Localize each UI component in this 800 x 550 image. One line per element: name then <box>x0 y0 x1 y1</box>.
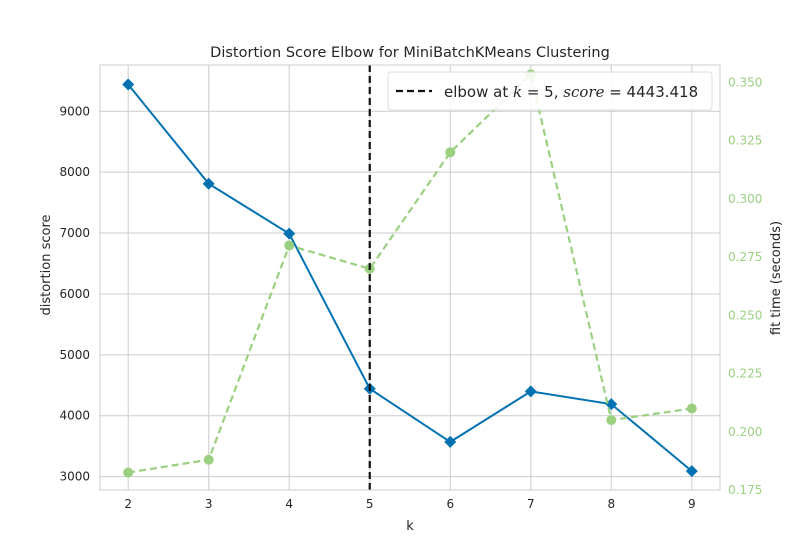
distortion-point <box>122 78 135 91</box>
y-tick-label: 6000 <box>59 287 90 301</box>
x-tick-label: 4 <box>285 497 293 511</box>
y-tick-label: 7000 <box>59 226 90 240</box>
y2-tick-label: 0.175 <box>728 483 762 497</box>
distortion-point <box>202 177 215 190</box>
distortion-point <box>605 398 618 411</box>
gridlines <box>100 65 720 490</box>
x-tick-labels: 2 3 4 5 6 7 8 9 <box>124 497 695 511</box>
y-tick-label: 4000 <box>59 409 90 423</box>
y2-axis-label: fit time (seconds) <box>769 221 784 335</box>
legend-score-value: = 4443.418 <box>604 83 698 101</box>
fit-time-point <box>284 240 295 251</box>
y-tick-label: 5000 <box>59 348 90 362</box>
x-tick-label: 7 <box>527 497 535 511</box>
y-tick-label: 8000 <box>59 165 90 179</box>
y2-tick-label: 0.225 <box>728 367 762 381</box>
x-tick-label: 6 <box>446 497 454 511</box>
x-tick-label: 9 <box>688 497 696 511</box>
legend-box <box>387 71 713 111</box>
distortion-point <box>685 465 698 478</box>
plot-area <box>100 65 720 490</box>
fit-time-point <box>445 147 456 158</box>
x-tick-label: 5 <box>366 497 374 511</box>
distortion-point <box>524 385 537 398</box>
x-axis-label: k <box>406 519 414 534</box>
fit-time-point <box>203 454 214 465</box>
chart-title: Distortion Score Elbow for MiniBatchKMea… <box>210 45 610 61</box>
y-tick-labels: 3000 4000 5000 6000 7000 8000 9000 <box>59 104 90 483</box>
fit-time-point <box>686 403 697 414</box>
legend-k-value: = 5, <box>522 83 563 101</box>
y2-tick-label: 0.325 <box>728 134 762 148</box>
y-tick-label: 9000 <box>59 104 90 118</box>
x-tick-label: 3 <box>205 497 213 511</box>
x-tick-label: 8 <box>607 497 615 511</box>
y2-tick-labels: 0.175 0.200 0.225 0.250 0.275 0.300 0.325 0.350 <box>728 75 762 497</box>
fit-time-line <box>128 72 692 474</box>
legend-k-variable: k <box>513 83 522 101</box>
legend: elbow at k = 5, score = 4443.418 <box>387 71 713 111</box>
fit-time-point <box>123 467 134 478</box>
fit-time-point <box>606 415 617 426</box>
distortion-line <box>127 83 693 472</box>
x-tick-label: 2 <box>124 497 132 511</box>
y-axis-label: distortion score <box>39 215 54 316</box>
legend-score-variable: score <box>563 83 604 101</box>
y2-tick-label: 0.300 <box>728 192 762 206</box>
legend-elbow-label: elbow at k = 5, score = 4443.418 <box>444 83 698 101</box>
y2-tick-label: 0.250 <box>728 308 762 322</box>
distortion-point <box>444 435 457 448</box>
y2-tick-label: 0.275 <box>728 250 762 264</box>
plot-frame <box>99 64 721 491</box>
legend-prefix: elbow at <box>444 83 513 101</box>
y-tick-label: 3000 <box>59 470 90 484</box>
y2-tick-label: 0.200 <box>728 425 762 439</box>
y2-tick-label: 0.350 <box>728 75 762 89</box>
distortion-point <box>283 227 296 240</box>
distortion-series <box>122 78 698 478</box>
